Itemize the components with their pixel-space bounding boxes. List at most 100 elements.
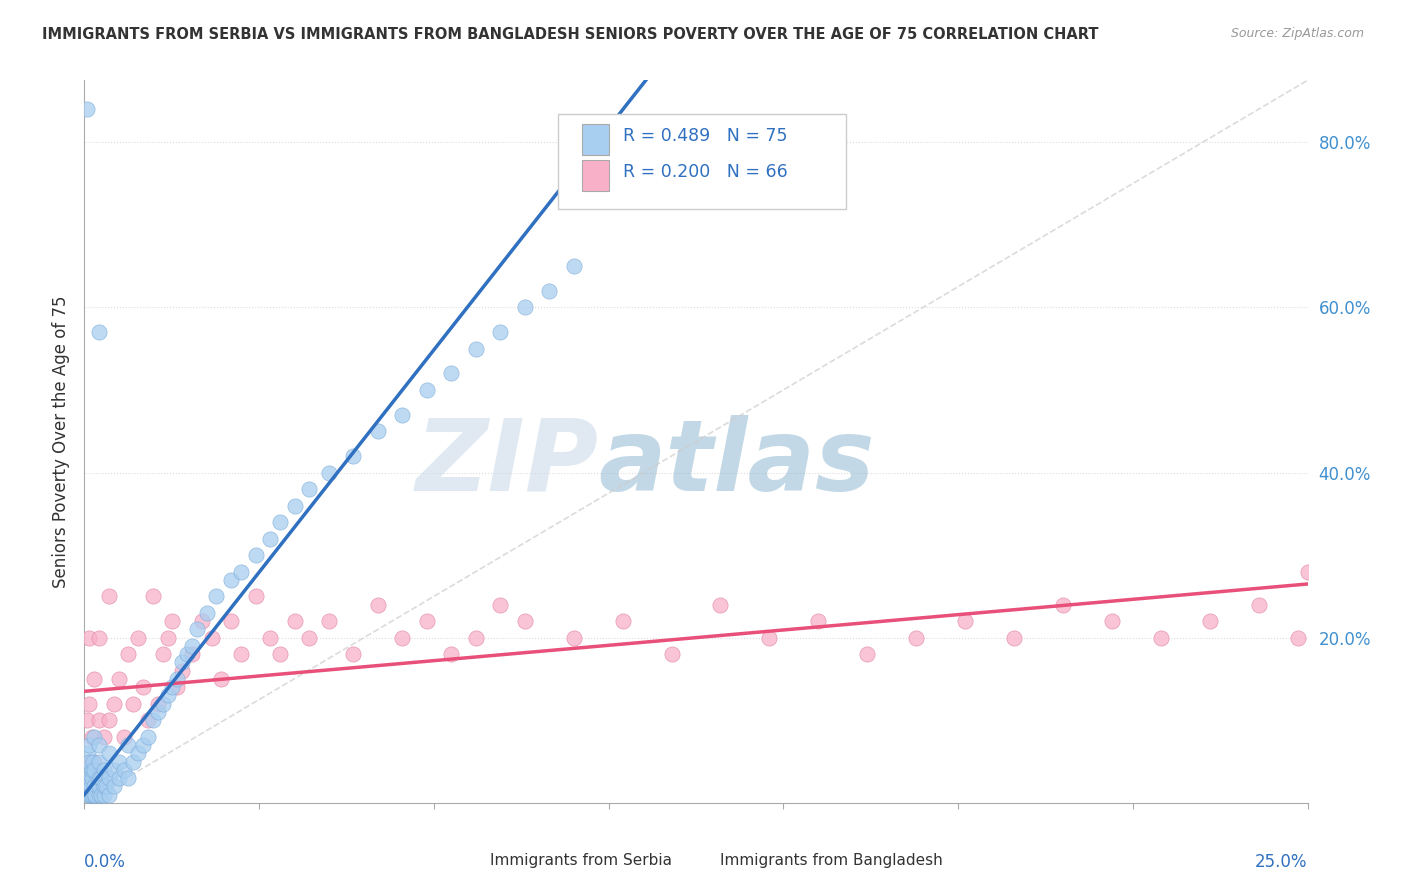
Point: [86, 779, 108, 793]
Point: [807, 614, 830, 628]
Point: [612, 614, 634, 628]
Point: [87, 779, 110, 793]
Point: [440, 367, 463, 381]
Point: [136, 730, 159, 744]
Point: [416, 614, 439, 628]
Point: [209, 672, 232, 686]
Point: [77, 631, 100, 645]
Point: [77, 697, 100, 711]
Point: [77, 771, 100, 785]
Point: [136, 713, 159, 727]
Point: [77, 788, 100, 802]
Point: [80, 771, 103, 785]
Point: [489, 598, 512, 612]
FancyBboxPatch shape: [558, 114, 846, 209]
Point: [166, 680, 188, 694]
Point: [90, 771, 112, 785]
Point: [856, 647, 879, 661]
Bar: [582, 161, 609, 191]
Point: [80, 779, 103, 793]
Point: [83, 779, 105, 793]
Point: [176, 647, 198, 661]
Point: [122, 755, 145, 769]
Point: [172, 656, 194, 670]
Text: Immigrants from Serbia: Immigrants from Serbia: [489, 854, 672, 869]
Point: [1002, 631, 1025, 645]
Point: [142, 590, 165, 604]
Point: [464, 631, 486, 645]
Point: [97, 746, 120, 760]
Point: [117, 647, 139, 661]
Point: [77, 738, 100, 752]
Point: [75, 779, 97, 793]
Y-axis label: Seniors Poverty Over the Age of 75: Seniors Poverty Over the Age of 75: [52, 295, 70, 588]
Point: [259, 631, 281, 645]
Text: ZIP: ZIP: [415, 415, 598, 512]
Point: [107, 771, 129, 785]
Point: [172, 664, 194, 678]
Point: [416, 383, 439, 397]
Point: [107, 672, 129, 686]
Point: [83, 763, 105, 777]
Point: [440, 647, 463, 661]
Point: [219, 614, 242, 628]
Point: [87, 738, 110, 752]
Point: [89, 788, 111, 802]
Point: [1316, 548, 1339, 562]
Point: [96, 779, 118, 793]
Point: [391, 408, 413, 422]
Text: R = 0.489   N = 75: R = 0.489 N = 75: [623, 127, 787, 145]
Point: [269, 515, 291, 529]
Point: [93, 763, 115, 777]
Point: [77, 779, 100, 793]
Point: [112, 730, 135, 744]
Point: [709, 598, 731, 612]
Point: [76, 763, 98, 777]
Point: [142, 713, 165, 727]
Point: [77, 755, 100, 769]
Point: [97, 771, 120, 785]
Point: [84, 788, 107, 802]
Point: [1052, 598, 1074, 612]
Point: [87, 631, 110, 645]
Point: [83, 755, 105, 769]
Point: [367, 598, 389, 612]
Point: [464, 342, 486, 356]
Text: R = 0.200   N = 66: R = 0.200 N = 66: [623, 163, 787, 181]
Point: [112, 763, 135, 777]
Point: [661, 647, 683, 661]
Point: [245, 548, 267, 562]
Point: [152, 697, 174, 711]
Point: [127, 746, 149, 760]
Point: [146, 697, 169, 711]
Point: [186, 623, 208, 637]
Point: [76, 746, 98, 760]
Point: [156, 631, 179, 645]
Point: [107, 755, 129, 769]
Point: [298, 631, 321, 645]
Point: [219, 573, 242, 587]
Point: [103, 779, 125, 793]
Point: [181, 639, 204, 653]
Point: [83, 672, 105, 686]
Point: [82, 755, 104, 769]
Point: [152, 647, 174, 661]
Point: [391, 631, 413, 645]
Point: [245, 590, 267, 604]
Point: [76, 102, 98, 116]
Point: [269, 647, 291, 661]
Point: [127, 631, 149, 645]
Point: [162, 680, 184, 694]
Point: [87, 713, 110, 727]
Point: [229, 647, 252, 661]
Point: [103, 697, 125, 711]
Point: [77, 755, 100, 769]
Point: [284, 614, 307, 628]
Point: [93, 779, 115, 793]
Point: [318, 614, 340, 628]
Point: [229, 565, 252, 579]
Point: [146, 705, 169, 719]
Point: [79, 788, 101, 802]
Point: [97, 788, 120, 802]
Point: [87, 755, 110, 769]
